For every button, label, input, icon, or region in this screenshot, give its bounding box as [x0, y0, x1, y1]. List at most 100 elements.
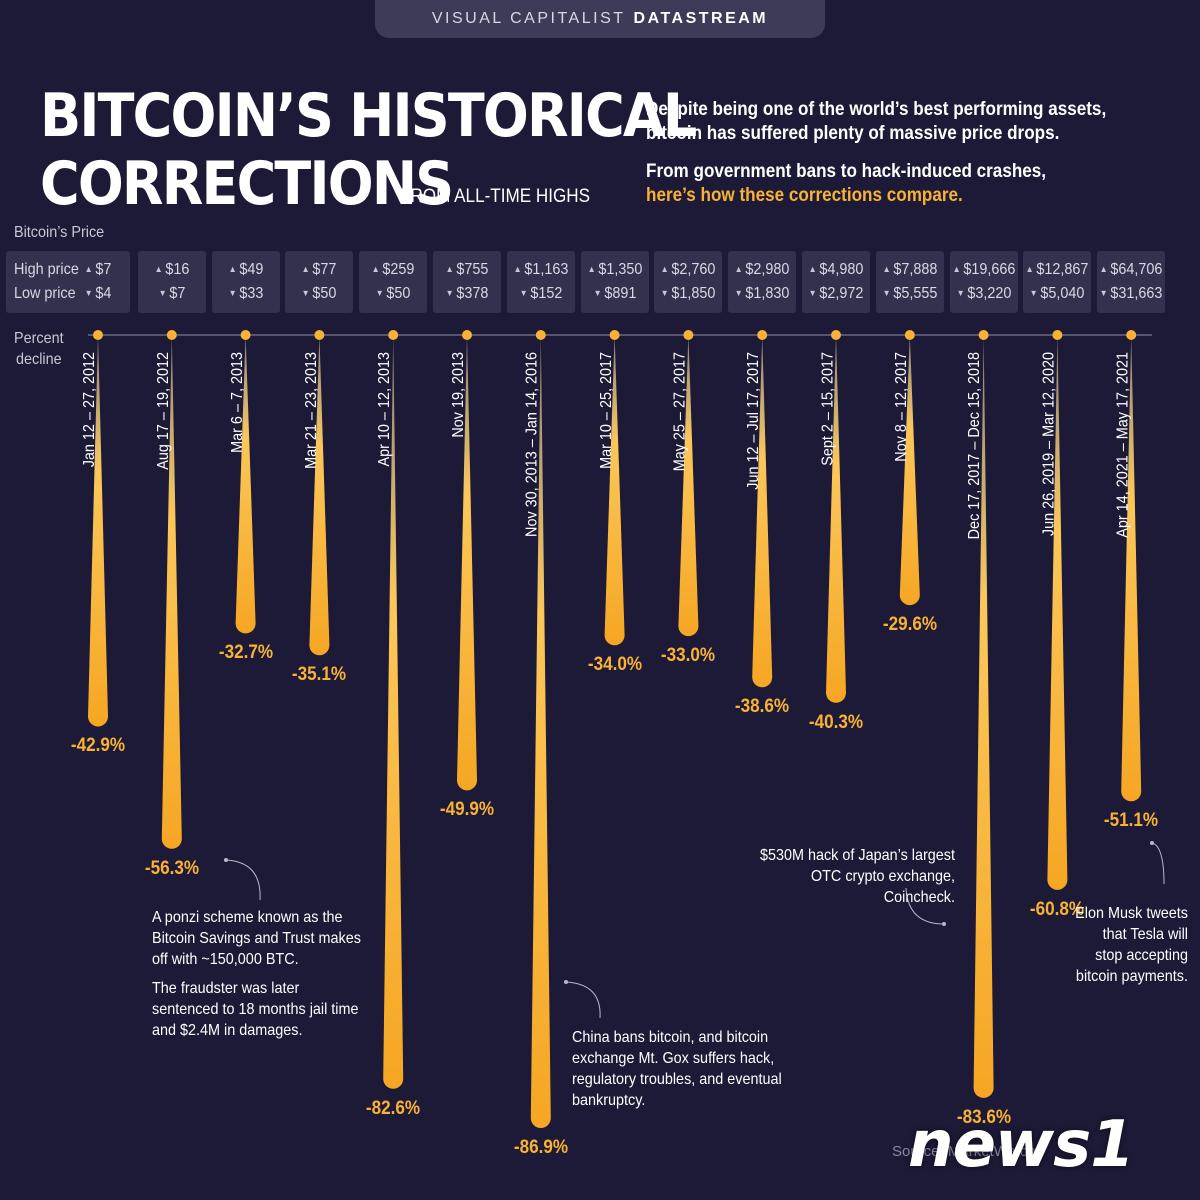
high-price-value: ▲ $64,706: [1099, 261, 1163, 278]
percent-label-line-2: decline: [15, 351, 62, 368]
decline-bar: [309, 335, 330, 656]
annotation-china-arrow: [565, 981, 601, 1019]
low-price-value: ▼ $2,972: [808, 285, 864, 302]
intro-paragraph-2: From government bans to hack-induced cra…: [646, 160, 1132, 208]
annotation-china: China bans bitcoin, and bitcoin exchange…: [572, 1027, 824, 1119]
decline-bar: [1047, 335, 1068, 890]
decline-bar: [457, 335, 477, 791]
bar-top-dot: [1052, 330, 1063, 340]
date-range-label: Dec 17, 2017 – Dec 15, 2018: [966, 352, 984, 540]
low-price-value: ▼ $5,040: [1030, 285, 1085, 302]
bar-top-dot: [757, 330, 768, 340]
news1-watermark-logo: news1: [908, 1108, 1135, 1182]
annotation-ponzi-arrow-head: [224, 858, 228, 862]
bar-top-dot: [609, 330, 620, 340]
decline-bar: [752, 335, 773, 688]
percent-decline-value: -42.9%: [70, 735, 126, 757]
decline-bar: [383, 335, 404, 1089]
annotation-musk: Elon Musk tweets that Tesla will stop ac…: [1073, 903, 1188, 995]
annotation-ponzi-2: The fraudster was later sentenced to 18 …: [152, 980, 359, 1039]
decline-bar: [678, 335, 699, 637]
high-price-value: ▲ $1,163: [513, 261, 569, 278]
high-price-value: ▲ $19,666: [952, 261, 1015, 278]
high-price-value: ▲ $12,867: [1025, 261, 1089, 278]
price-box: [433, 251, 501, 313]
intro-paragraph-1: Despite being one of the world’s best pe…: [646, 99, 1107, 144]
high-price-value: ▲ $7: [84, 261, 112, 278]
brand-prefix: VISUAL CAPITALIST: [431, 10, 626, 27]
price-box: [728, 251, 797, 313]
date-range-label: Mar 21 – 23, 2013: [302, 352, 320, 469]
percent-decline-value: -86.9%: [513, 1137, 568, 1158]
percent-decline-label: Percent decline: [14, 328, 64, 370]
bar-top-dot: [166, 330, 177, 340]
bar-top-dot: [978, 330, 989, 340]
high-price-value: ▲ $49: [228, 261, 263, 278]
decline-bar: [235, 335, 256, 634]
percent-decline-value: -40.3%: [808, 711, 864, 733]
decline-bar: [530, 335, 551, 1128]
low-price-value: ▼ $4: [84, 285, 112, 302]
annotation-coincheck-arrow: [905, 887, 945, 925]
high-price-value: ▲ $1,350: [587, 261, 642, 278]
annotation-coincheck-text: $530M hack of Japan’s largest OTC crypto…: [759, 847, 955, 906]
low-price-value: ▼ $152: [519, 285, 563, 302]
annotation-china-arrow-head: [564, 980, 568, 984]
bar-top-dot: [904, 330, 915, 340]
bar-top-dot: [93, 330, 103, 340]
bar-top-dot: [535, 330, 546, 340]
high-price-value: ▲ $77: [302, 261, 337, 278]
price-box: [949, 251, 1018, 313]
price-section-label: Bitcoin’s Price: [14, 224, 105, 241]
high-price-value: ▲ $259: [371, 261, 415, 278]
annotation-musk-text: Elon Musk tweets that Tesla will stop ac…: [1075, 905, 1188, 985]
annotation-coincheck: $530M hack of Japan’s largest OTC crypto…: [739, 845, 955, 916]
date-range-label: Apr 10 – 12, 2013: [376, 352, 394, 467]
date-range-label: Sept 2 – 15, 2017: [819, 352, 836, 466]
decline-bar: [88, 335, 108, 727]
percent-decline-value: -82.6%: [366, 1097, 421, 1119]
percent-decline-value: -29.6%: [882, 614, 937, 636]
decline-bar: [161, 335, 182, 849]
price-box: [285, 251, 354, 313]
price-box: [137, 251, 206, 313]
date-range-label: Apr 14, 2021 – May 17, 2021: [1114, 352, 1132, 538]
date-range-label: Mar 10 – 25, 2017: [597, 352, 615, 469]
high-price-value: ▲ $755: [445, 261, 489, 278]
date-range-label: Nov 30, 2013 – Jan 14, 2016: [523, 352, 541, 537]
high-price-value: ▲ $2,980: [734, 261, 790, 278]
low-price-value: ▼ $50: [302, 285, 337, 302]
low-price-value: ▼ $378: [445, 285, 489, 302]
annotation-musk-arrow: [1151, 842, 1165, 885]
bar-top-dot: [462, 330, 472, 340]
percent-decline-value: -51.1%: [1104, 810, 1159, 832]
annotation-china-text: China bans bitcoin, and bitcoin exchange…: [572, 1029, 782, 1109]
annotation-ponzi-1: A ponzi scheme known as the Bitcoin Savi…: [152, 909, 361, 968]
price-box: [580, 251, 649, 313]
date-range-label: Jan 12 – 27, 2012: [81, 352, 98, 468]
annotation-musk-arrow-head: [1150, 841, 1154, 845]
intro-paragraph-2a: From government bans to hack-induced cra…: [646, 161, 1047, 182]
brand-suffix: DATASTREAM: [633, 10, 769, 27]
percent-label-line-1: Percent: [14, 330, 64, 347]
date-range-label: Aug 17 – 19, 2012: [154, 352, 172, 470]
price-box: [1097, 251, 1166, 313]
price-box: [1023, 251, 1092, 313]
low-price-value: ▼ $1,850: [661, 285, 716, 302]
bar-top-dot: [388, 330, 399, 340]
source-note: Source: MarketWatch: [892, 1143, 1036, 1160]
low-price-value: ▼ $31,663: [1099, 285, 1163, 302]
title-line-2: CORRECTIONS: [40, 149, 454, 219]
price-box: [6, 251, 130, 313]
price-box: [654, 251, 723, 313]
decline-bar: [604, 335, 625, 646]
brand-header: VISUAL CAPITALIST DATASTREAM: [375, 0, 825, 38]
title-line-1: BITCOIN’S HISTORICAL: [40, 81, 697, 151]
price-box: [875, 251, 944, 313]
annotation-ponzi: A ponzi scheme known as the Bitcoin Savi…: [152, 907, 368, 1049]
annotation-coincheck-arrow-head: [942, 922, 946, 926]
low-price-row-label: Low price: [14, 285, 76, 302]
low-price-value: ▼ $1,830: [734, 285, 790, 302]
date-range-label: Nov 8 – 12, 2017: [892, 352, 910, 462]
